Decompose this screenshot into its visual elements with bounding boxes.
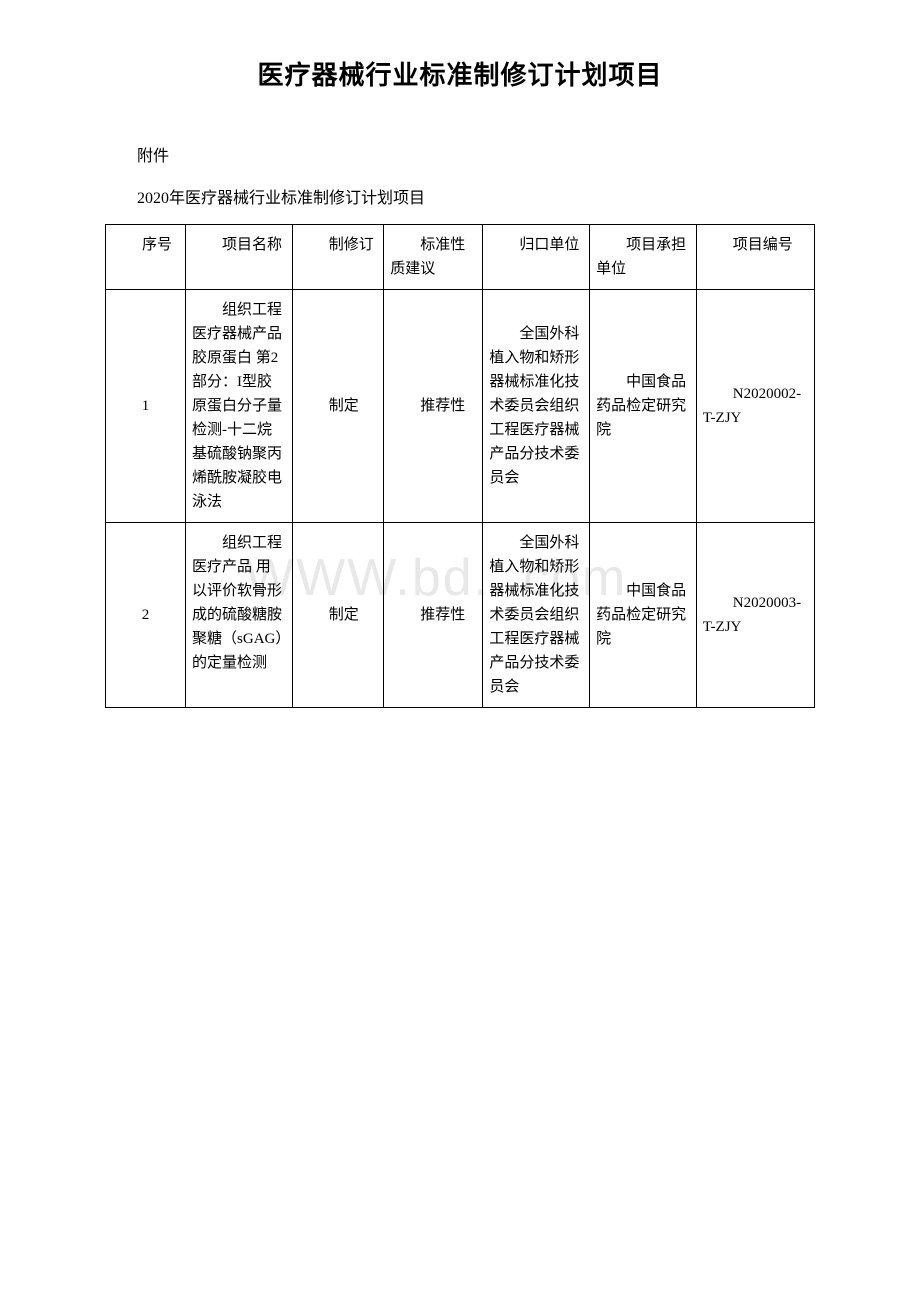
cell-undertaking-unit: 中国食品药品检定研究院: [590, 523, 697, 708]
header-revision: 制修订: [292, 225, 383, 290]
table-header-row: 序号 项目名称 制修订 标准性质建议 归口单位 项目承担单位 项目编号: [106, 225, 815, 290]
cell-centralized-unit: 全国外科植入物和矫形器械标准化技术委员会组织工程医疗器械产品分技术委员会: [483, 290, 590, 523]
cell-revision: 制定: [292, 523, 383, 708]
cell-centralized-unit: 全国外科植入物和矫形器械标准化技术委员会组织工程医疗器械产品分技术委员会: [483, 523, 590, 708]
header-project-number: 项目编号: [696, 225, 814, 290]
header-nature: 标准性质建议: [384, 225, 483, 290]
header-centralized-unit: 归口单位: [483, 225, 590, 290]
table-row: 2 组织工程医疗产品 用以评价软骨形成的硫酸糖胺聚糖（sGAG）的定量检测 制定…: [106, 523, 815, 708]
subtitle-year: 2020年医疗器械行业标准制修订计划项目: [105, 184, 815, 208]
cell-nature: 推荐性: [384, 523, 483, 708]
cell-project-number: N2020003-T-ZJY: [696, 523, 814, 708]
header-seq: 序号: [106, 225, 186, 290]
document-title: 医疗器械行业标准制修订计划项目: [105, 55, 815, 92]
cell-nature: 推荐性: [384, 290, 483, 523]
table-row: 1 组织工程医疗器械产品 胶原蛋白 第2部分：I型胶原蛋白分子量检测-十二烷基硫…: [106, 290, 815, 523]
cell-project-name: 组织工程医疗器械产品 胶原蛋白 第2部分：I型胶原蛋白分子量检测-十二烷基硫酸钠…: [186, 290, 293, 523]
cell-revision: 制定: [292, 290, 383, 523]
cell-project-name: 组织工程医疗产品 用以评价软骨形成的硫酸糖胺聚糖（sGAG）的定量检测: [186, 523, 293, 708]
cell-undertaking-unit: 中国食品药品检定研究院: [590, 290, 697, 523]
subtitle-attachment: 附件: [105, 142, 815, 166]
header-undertaking-unit: 项目承担单位: [590, 225, 697, 290]
header-project-name: 项目名称: [186, 225, 293, 290]
standards-table: 序号 项目名称 制修订 标准性质建议 归口单位 项目承担单位 项目编号 1 组织…: [105, 224, 815, 708]
cell-seq: 1: [106, 290, 186, 523]
cell-seq: 2: [106, 523, 186, 708]
cell-project-number: N2020002-T-ZJY: [696, 290, 814, 523]
